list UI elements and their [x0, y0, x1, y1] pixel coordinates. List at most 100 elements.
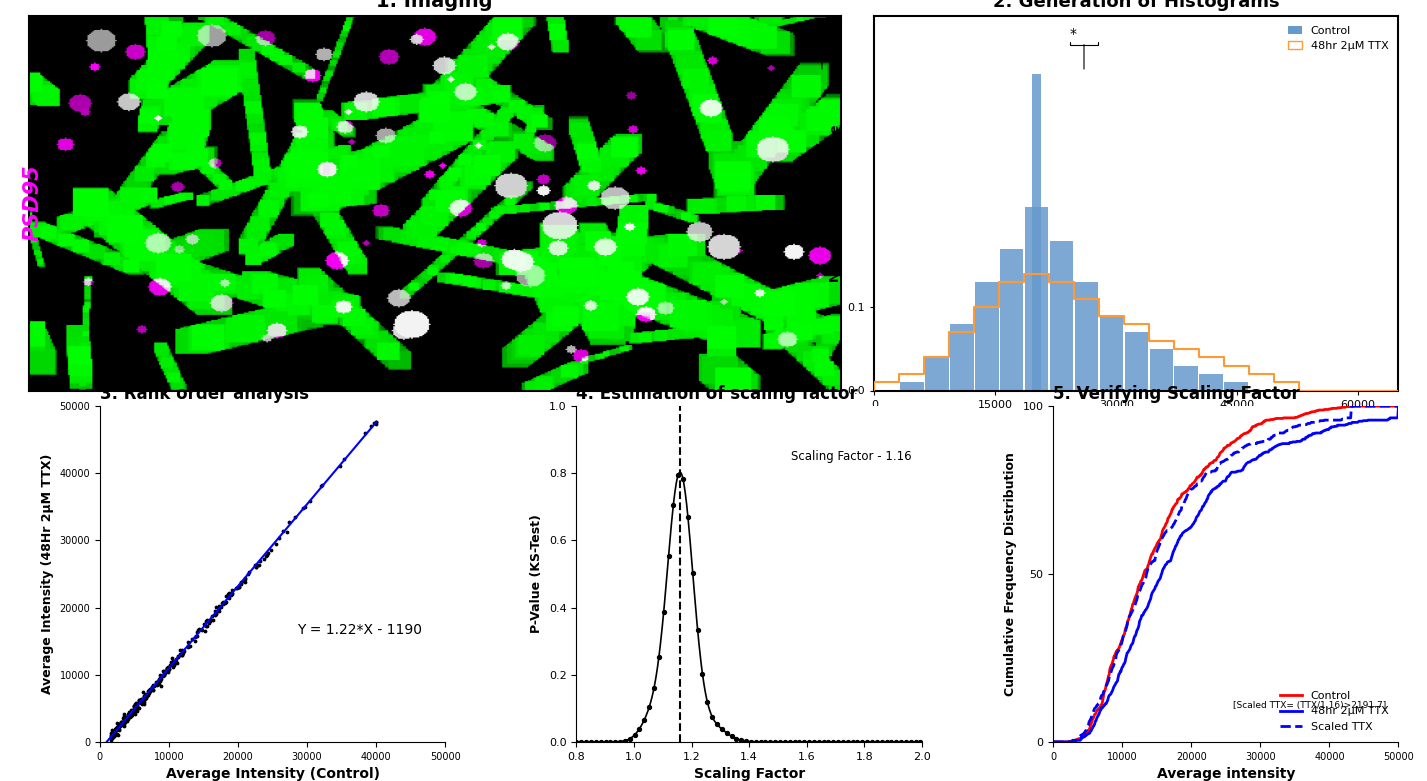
Point: [133, 690, 156, 702]
Point: [157, 665, 180, 678]
Point: [291, 501, 314, 514]
Point: [721, 730, 743, 743]
Point: [101, 730, 124, 743]
48hr 2μM TTX: [1327, 422, 1344, 431]
Point: [725, 733, 748, 745]
Point: [638, 701, 661, 714]
Point: [227, 581, 250, 594]
Point: [126, 704, 148, 717]
Point: [575, 736, 598, 748]
Point: [193, 626, 215, 638]
Point: [106, 722, 128, 734]
Point: [157, 662, 180, 675]
Point: [151, 665, 174, 677]
Point: [161, 657, 184, 669]
Point: [123, 701, 146, 713]
Point: [168, 648, 191, 661]
Point: [191, 624, 214, 637]
Point: [614, 734, 636, 747]
Bar: [1174, 366, 1199, 390]
Point: [124, 699, 147, 711]
Point: [666, 469, 689, 481]
Point: [217, 589, 240, 601]
Point: [98, 733, 121, 746]
Point: [107, 722, 130, 735]
Point: [114, 711, 137, 724]
Point: [170, 649, 193, 662]
Point: [701, 711, 723, 723]
Point: [234, 572, 257, 584]
Bar: [950, 324, 973, 390]
Point: [166, 656, 188, 669]
Text: Scaling Factor - 1.16: Scaling Factor - 1.16: [791, 450, 912, 463]
Point: [157, 665, 180, 677]
Point: [110, 715, 133, 728]
Point: [130, 697, 153, 709]
Point: [195, 619, 218, 632]
Point: [880, 736, 903, 748]
Point: [278, 516, 301, 529]
Point: [332, 452, 355, 465]
Point: [100, 730, 123, 743]
Point: [127, 702, 150, 715]
Point: [187, 623, 210, 636]
Point: [237, 565, 260, 578]
Point: [124, 703, 147, 715]
Point: [255, 548, 278, 561]
Point: [151, 670, 174, 683]
Control: [1209, 453, 1226, 462]
Point: [124, 701, 147, 713]
Point: [137, 686, 160, 698]
Bar: [1000, 249, 1023, 390]
Point: [773, 736, 796, 748]
Title: 2. Generation of Histograms: 2. Generation of Histograms: [993, 0, 1280, 11]
Point: [186, 629, 208, 642]
Point: [735, 735, 758, 747]
Point: [208, 604, 231, 617]
48hr 2μM TTX: [1381, 413, 1398, 423]
Point: [141, 680, 164, 693]
Point: [106, 723, 128, 736]
Point: [106, 721, 128, 733]
Point: [264, 538, 287, 551]
Point: [121, 709, 144, 722]
Point: [157, 663, 180, 676]
Point: [107, 729, 130, 741]
Bar: [1124, 332, 1149, 390]
Point: [618, 733, 641, 745]
Point: [150, 672, 173, 685]
Point: [198, 615, 221, 627]
X-axis label: Scaling Factor: Scaling Factor: [694, 767, 805, 781]
Point: [628, 722, 651, 735]
Point: [148, 672, 171, 685]
Point: [173, 645, 195, 658]
Point: [681, 567, 704, 580]
Point: [124, 697, 147, 709]
Point: [110, 719, 133, 732]
Point: [624, 729, 646, 741]
Point: [153, 669, 176, 681]
Point: [230, 576, 253, 589]
Text: PSD95: PSD95: [23, 165, 43, 241]
Line: Control: Control: [1053, 406, 1398, 742]
Point: [114, 715, 137, 728]
Point: [116, 715, 138, 727]
Point: [352, 426, 375, 439]
Point: [818, 736, 841, 748]
Point: [110, 718, 133, 730]
Point: [131, 693, 154, 705]
Point: [178, 640, 201, 652]
Point: [160, 659, 183, 672]
Point: [194, 620, 217, 633]
Point: [889, 736, 912, 748]
Point: [160, 656, 183, 669]
Point: [104, 722, 127, 734]
Point: [111, 719, 134, 731]
Point: [204, 605, 227, 618]
Point: [123, 702, 146, 715]
Point: [116, 711, 138, 724]
Point: [138, 683, 161, 695]
Point: [298, 494, 321, 507]
Point: [111, 718, 134, 730]
Control: [1250, 419, 1267, 429]
